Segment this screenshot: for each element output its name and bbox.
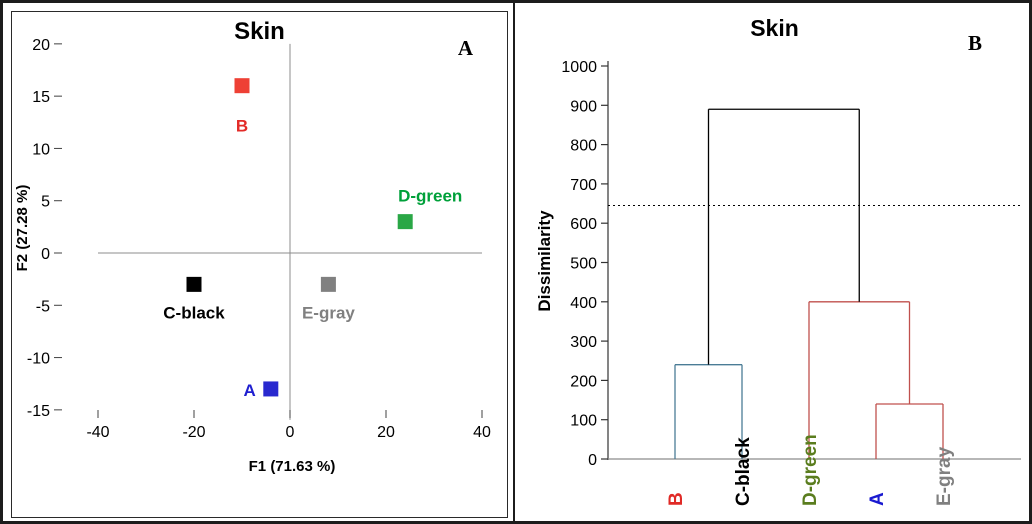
leaf-label: C-black [733,437,754,506]
point-label: E-gray [302,303,355,322]
data-point [186,276,202,292]
scatter-y-axis-title: F2 (27.28 %) [14,184,31,272]
dendrogram-plot: 0 100 200 300 400 500 600 700 800 900 1000 B C-black… [561,59,1021,506]
y-tick-label: 5 [41,194,50,211]
data-point [234,78,250,94]
scatter-panel: -15 -10 -5 0 5 10 15 20 -40 -20 0 20 40 B D-green C-bla… [11,11,508,518]
point-label: D-green [398,187,462,206]
dendrogram-y-axis-title: Dissimilarity [535,210,554,312]
y-tick-label: 500 [570,256,597,273]
y-tick-label: 700 [570,177,597,194]
y-tick-label: 0 [41,246,50,263]
leaf-label: B [666,492,687,506]
point-label: C-black [163,303,225,322]
y-tick-label: 10 [32,141,50,158]
y-tick-label: 900 [570,98,597,115]
y-tick-label: 300 [570,334,597,351]
y-tick-label: -10 [27,351,50,368]
data-point [397,214,413,230]
x-tick-label: 20 [377,424,395,441]
y-tick-label: 15 [32,89,50,106]
panel-a-label: A [457,36,473,60]
leaf-label: D-green [800,434,821,506]
y-tick-label: 1000 [561,59,597,76]
x-tick-label: -20 [182,424,205,441]
y-tick-label: 200 [570,373,597,390]
scatter-x-axis-title: F1 (71.63 %) [248,458,336,475]
panel-b-label: B [967,31,982,55]
point-label: B [236,117,248,136]
dendrogram-panel: 0 100 200 300 400 500 600 700 800 900 1000 B C-black… [517,3,1029,521]
y-tick-label: -15 [27,403,50,420]
point-label: A [244,381,256,400]
dendrogram-title: Skin [750,15,799,41]
scatter-plot: -15 -10 -5 0 5 10 15 20 -40 -20 0 20 40 B D-green C-bla… [27,37,491,441]
panel-divider [513,3,515,521]
data-point [263,381,279,397]
x-tick-label: 0 [286,424,295,441]
y-tick-label: 800 [570,138,597,155]
data-point [320,276,336,292]
y-tick-label: 0 [588,452,597,469]
y-tick-label: 400 [570,295,597,312]
scatter-title: Skin [234,18,285,45]
leaf-label: E-gray [934,446,955,506]
y-tick-label: 20 [32,37,50,54]
x-tick-label: -40 [86,424,109,441]
leaf-label: A [867,492,888,506]
y-tick-label: -5 [36,298,50,315]
y-tick-label: 600 [570,216,597,233]
x-tick-label: 40 [473,424,491,441]
y-tick-label: 100 [570,413,597,430]
